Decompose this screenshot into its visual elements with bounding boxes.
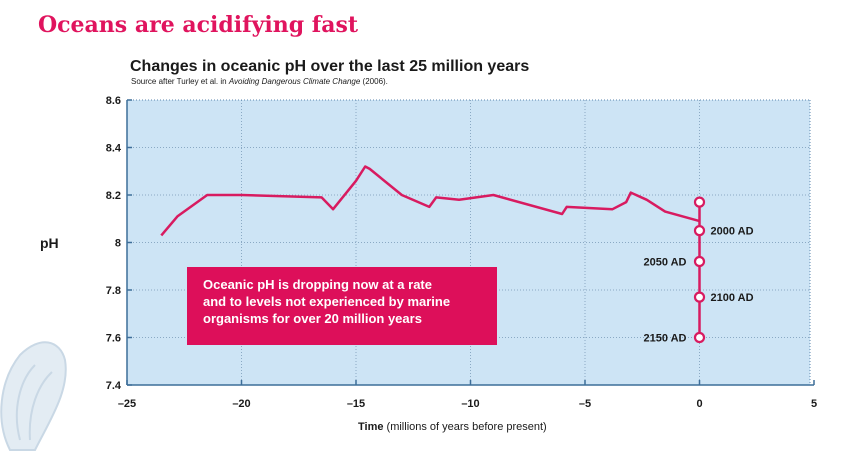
x-tick-label: –20 (232, 398, 250, 410)
chart-source: Source after Turley et al. in Avoiding D… (131, 77, 388, 86)
projection-marker (693, 225, 706, 237)
chart-title: Changes in oceanic pH over the last 25 m… (130, 58, 530, 75)
callout-line-1: Oceanic pH is dropping now at a rate (203, 277, 432, 292)
y-tick-labels: 7.4 7.6 7.8 8 8.2 8.4 8.6 (106, 95, 132, 392)
y-tick-label: 7.8 (106, 285, 121, 297)
projection-label: 2100 AD (711, 292, 754, 304)
y-tick-label: 8.2 (106, 190, 121, 202)
y-tick-label: 8.4 (106, 143, 122, 155)
y-tick-label: 8 (115, 238, 121, 250)
x-axis-label: Time (millions of years before present) (358, 421, 547, 433)
source-text: Source after Turley et al. in (131, 77, 229, 86)
x-tick-label: –10 (461, 398, 479, 410)
callout-line-3: organisms for over 20 million years (203, 311, 422, 326)
ph-series-line (160, 165, 700, 237)
x-tick-label: 5 (811, 398, 817, 410)
source-year: (2006). (360, 77, 388, 86)
projection-label: 2050 AD (643, 257, 686, 269)
x-tick-label: 0 (696, 398, 702, 410)
x-tick-label: –25 (118, 398, 136, 410)
projection-marker (693, 291, 706, 303)
x-tick-label: –5 (579, 398, 591, 410)
y-tick-label: 7.6 (106, 333, 121, 345)
projection-marker (693, 196, 706, 208)
x-tick-labels: –25 –20 –15 –10 –5 0 5 (118, 380, 817, 410)
x-tick-label: –15 (347, 398, 365, 410)
y-tick-label: 8.6 (106, 95, 121, 107)
projection-markers: 2000 AD 2050 AD 2100 AD 2150 AD (643, 196, 754, 345)
callout-box: Oceanic pH is dropping now at a rate and… (187, 267, 497, 345)
projection-label: 2000 AD (711, 226, 754, 238)
callout-line-2: and to levels not experienced by marine (203, 294, 451, 309)
shell-decoration (0, 341, 67, 451)
projection-marker (693, 331, 706, 344)
source-book-title: Avoiding Dangerous Climate Change (228, 77, 361, 86)
y-axis-label: pH (40, 235, 59, 251)
x-axis-label-bold: Time (358, 421, 383, 433)
y-tick-label: 7.4 (106, 380, 122, 392)
projection-marker (693, 255, 706, 268)
projection-label: 2150 AD (643, 333, 686, 345)
x-axis-label-rest: (millions of years before present) (383, 421, 546, 433)
headline: Oceans are acidifying fast (38, 12, 359, 38)
